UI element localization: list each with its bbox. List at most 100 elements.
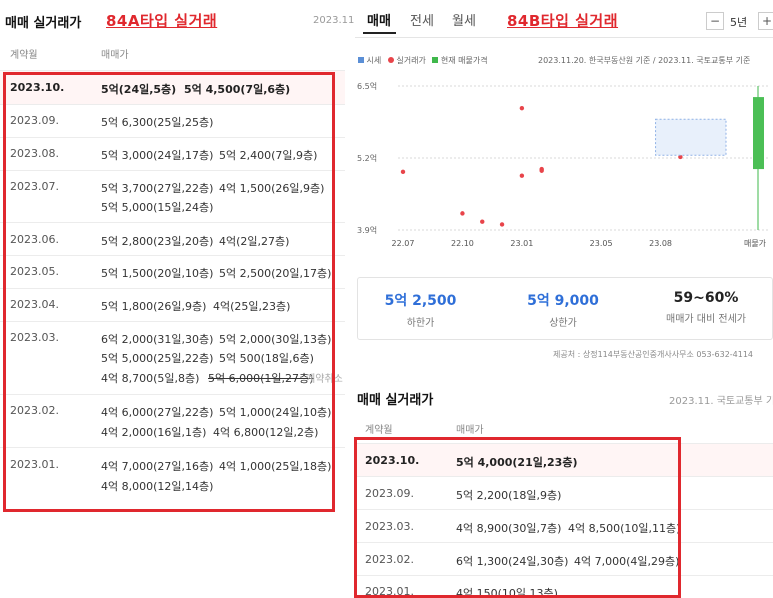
row-price: 5억 4,500(7일,6층) xyxy=(184,83,291,96)
row-price: 5억 2,200(18일,9층) xyxy=(456,489,562,502)
row-price: 4억 2,000(16일,1층) xyxy=(101,426,207,439)
left-panel: 매매 실거래가 84A타입 실거래 2023.11 계약월 매매가 2023.1… xyxy=(0,0,354,598)
table-row: 2023.10. 5억(24일,5층) 5억 4,500(7일,6층) xyxy=(0,70,345,104)
stat-high-label: 상한가 xyxy=(549,318,577,329)
stat-ratio-value: 59~60% xyxy=(673,290,739,306)
actual-price-point xyxy=(519,105,525,111)
legend-listing: 현재 매물가격 xyxy=(440,56,488,65)
row-price: 5억 3,700(27일,22층) xyxy=(101,182,214,195)
row-date: 2023.06. xyxy=(10,233,59,246)
stat-high-value: 5억 9,000 xyxy=(527,293,599,309)
row-price: 6억 1,300(24일,30층) xyxy=(456,555,569,568)
table-row: 2023.03. 6억 2,000(31일,30층) 5억 2,000(30일,… xyxy=(0,321,345,394)
row-price: 4억 6,800(12일,2층) xyxy=(213,426,319,439)
row-price-cancelled: 5억 6,000(1일,27층) xyxy=(208,372,314,385)
row-price: 5억 2,800(23일,20층) xyxy=(101,235,214,248)
row-price: 4억 8,000(12일,14층) xyxy=(101,480,214,493)
table-row: 2023.04. 5억 1,800(26일,9층) 4억(25일,23층) xyxy=(0,288,345,321)
row-date: 2023.05. xyxy=(10,265,59,278)
zoom-in-button[interactable]: + xyxy=(758,12,773,30)
row-price: 4억 7,000(4일,29층) xyxy=(574,555,680,568)
row-price: 4억 8,900(30일,7층) xyxy=(456,522,562,535)
table-row: 2023.06. 5억 2,800(23일,20층) 4억(2일,27층) xyxy=(0,222,345,255)
tab-sale[interactable]: 매매 xyxy=(367,14,391,29)
row-date: 2023.08. xyxy=(10,147,59,160)
row-date: 2023.07. xyxy=(10,180,59,193)
stat-ratio-label: 매매가 대비 전세가 xyxy=(666,314,746,325)
row-price: 5억 5,000(15일,24층) xyxy=(101,201,214,214)
x-tick-label: 매물가 xyxy=(744,239,767,248)
row-date: 2023.10. xyxy=(365,454,420,467)
row-date: 2023.09. xyxy=(10,114,59,127)
table-row: 2023.05. 5억 1,500(20일,10층) 5억 2,500(20일,… xyxy=(0,255,345,288)
provider-text: 제공처 : 상정114부동산공인중개사사무소 053-632-4114 xyxy=(553,350,754,359)
tab-monthly[interactable]: 월세 xyxy=(452,14,476,29)
actual-price-point xyxy=(539,168,544,173)
row-price: 6억 2,000(31일,30층) xyxy=(101,333,214,346)
table-row: 2023.10. 5억 4,000(21일,23층) xyxy=(355,443,773,476)
tab-active-underline xyxy=(363,32,396,34)
stat-low: 5억 2,500 하한가 xyxy=(358,290,483,329)
row-price: 5억 1,500(20일,10층) xyxy=(101,267,214,280)
row-date: 2023.04. xyxy=(10,298,59,311)
actual-price-point xyxy=(480,219,485,224)
market-range-band xyxy=(655,118,727,156)
row-price: 4억 150(10일,13층) xyxy=(456,587,558,598)
row-price: 5억 1,000(24일,10층) xyxy=(219,406,332,419)
right-title: 매매 실거래가 xyxy=(357,393,434,408)
left-col-price: 매매가 xyxy=(101,50,129,61)
left-annotation: 84A타입 실거래 xyxy=(106,12,218,30)
tab-jeonse[interactable]: 전세 xyxy=(410,14,434,29)
table-row: 2023.01. 4억 7,000(27일,16층) 4억 1,000(25일,… xyxy=(0,447,345,507)
x-tick-label: 22.10 xyxy=(451,239,474,248)
x-tick-label: 23.01 xyxy=(510,239,533,248)
chart-legend: 시세 실거래가 현재 매물가격 xyxy=(358,55,488,66)
row-price: 5억 2,400(7일,9층) xyxy=(219,149,318,162)
right-annotation: 84B타입 실거래 xyxy=(507,12,619,30)
row-price: 4억 8,700(5일,8층) xyxy=(101,372,200,385)
right-col-date: 계약월 xyxy=(365,425,393,436)
row-price: 5억(24일,5층) xyxy=(101,83,177,96)
period-label: 5년 xyxy=(730,16,748,29)
row-date: 2023.03. xyxy=(365,520,414,533)
listing-range-bar xyxy=(753,97,764,170)
actual-price-point xyxy=(400,169,406,175)
legend-swatch-listing xyxy=(432,57,439,63)
row-date: 2023.09. xyxy=(365,487,414,500)
legend-note: 2023.11.20. 한국부동산원 기준 / 2023.11. 국토교통부 기… xyxy=(538,56,751,65)
x-tick-label: 23.08 xyxy=(649,239,672,248)
row-price: 5억 500(18일,6층) xyxy=(219,352,314,365)
row-price: 5억 5,000(25일,22층) xyxy=(101,352,214,365)
legend-swatch-actual xyxy=(387,57,394,63)
left-title: 매매 실거래가 xyxy=(5,16,82,31)
table-row: 2023.03. 4억 8,900(30일,7층) 4억 8,500(10일,1… xyxy=(355,509,773,542)
right-basis: 2023.11. 국토교통부 기준 xyxy=(669,396,773,407)
y-tick-label: 3.9억 xyxy=(357,225,377,235)
row-price: 5억 2,500(20일,17층) xyxy=(219,267,332,280)
right-highlight-box xyxy=(354,437,681,598)
row-date: 2023.03. xyxy=(10,331,59,344)
row-price: 5억 1,800(26일,9층) xyxy=(101,300,207,313)
table-row: 2023.07. 5억 3,700(27일,22층) 4억 1,500(26일,… xyxy=(0,170,345,222)
row-price: 5억 2,000(30일,13층) xyxy=(219,333,332,346)
price-chart: 6.5억 5.2억 3.9억 22.07 22.10 23.01 23.05 23.08 매물가 xyxy=(357,81,770,248)
y-tick-label: 5.2억 xyxy=(357,153,377,163)
actual-price-point xyxy=(519,173,525,178)
row-date: 2023.02. xyxy=(10,404,59,417)
table-row: 2023.09. 5억 6,300(25일,25층) xyxy=(0,104,345,137)
row-price: 4억 1,000(25일,18층) xyxy=(219,460,332,473)
y-tick-label: 6.5억 xyxy=(357,81,377,91)
right-col-price: 매매가 xyxy=(456,425,484,436)
row-price: 4억 1,500(26일,9층) xyxy=(219,182,325,195)
table-row: 2023.02. 6억 1,300(24일,30층) 4억 7,000(4일,2… xyxy=(355,542,773,575)
legend-market: 시세 xyxy=(366,56,382,65)
row-price: 5억 3,000(24일,17층) xyxy=(101,149,214,162)
row-date: 2023.10. xyxy=(10,81,65,94)
row-price: 4억 6,000(27일,22층) xyxy=(101,406,214,419)
zoom-out-button[interactable]: − xyxy=(706,12,724,30)
table-row: 2023.01. 4억 150(10일,13층) xyxy=(355,575,773,598)
actual-price-point xyxy=(499,222,505,227)
x-tick-label: 22.07 xyxy=(392,239,415,248)
table-row: 2023.08. 5억 3,000(24일,17층) 5억 2,400(7일,9… xyxy=(0,137,345,170)
left-basis: 2023.11 xyxy=(313,15,355,26)
